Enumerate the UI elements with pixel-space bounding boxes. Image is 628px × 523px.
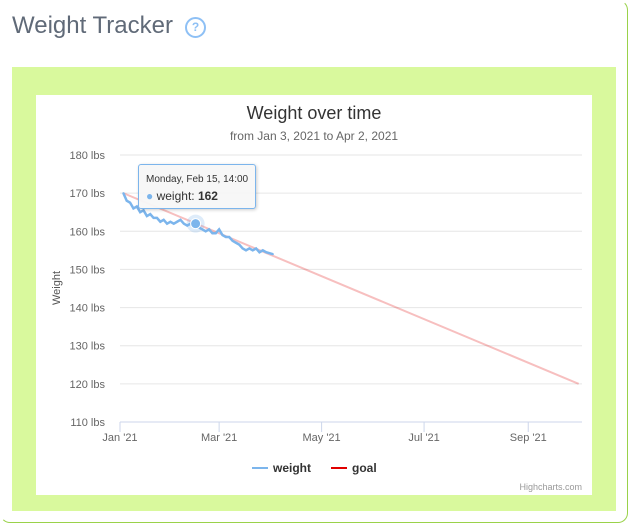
weight-point[interactable] bbox=[186, 224, 189, 227]
page-title: Weight Tracker bbox=[12, 12, 173, 39]
x-tick-label: Jan '21 bbox=[102, 432, 137, 444]
weight-point[interactable] bbox=[204, 230, 207, 233]
weight-point[interactable] bbox=[211, 232, 214, 235]
weight-point[interactable] bbox=[179, 218, 182, 221]
weight-point[interactable] bbox=[149, 213, 152, 216]
weight-point[interactable] bbox=[224, 236, 227, 239]
weight-point[interactable] bbox=[159, 220, 162, 223]
y-tick-label: 170 lbs bbox=[70, 188, 106, 200]
weight-point[interactable] bbox=[201, 228, 204, 231]
weight-point[interactable] bbox=[218, 228, 221, 231]
y-tick-label: 140 lbs bbox=[70, 303, 106, 315]
weight-point[interactable] bbox=[182, 222, 185, 225]
weight-point[interactable] bbox=[265, 251, 268, 254]
weight-point[interactable] bbox=[214, 232, 217, 235]
x-tick-label: Jul '21 bbox=[408, 432, 439, 444]
legend-goal[interactable]: goal bbox=[352, 461, 377, 475]
y-tick-label: 160 lbs bbox=[70, 226, 106, 238]
weight-point[interactable] bbox=[261, 249, 264, 252]
weight-point[interactable] bbox=[208, 228, 211, 231]
tooltip-date: Monday, Feb 15, 14:00 bbox=[146, 174, 249, 185]
chart-container bbox=[36, 95, 592, 495]
weight-point[interactable] bbox=[241, 247, 244, 250]
weight-point[interactable] bbox=[135, 205, 138, 208]
y-tick-label: 130 lbs bbox=[70, 341, 106, 353]
help-icon[interactable]: ? bbox=[185, 17, 206, 38]
weight-point[interactable] bbox=[245, 249, 247, 252]
hover-point[interactable] bbox=[190, 218, 202, 230]
tooltip-value: ● weight: 162 bbox=[146, 189, 218, 203]
weight-point[interactable] bbox=[258, 251, 261, 254]
x-tick-label: Sep '21 bbox=[510, 432, 547, 444]
legend-weight[interactable]: weight bbox=[272, 461, 311, 475]
weight-point[interactable] bbox=[255, 247, 258, 250]
weight-point[interactable] bbox=[145, 215, 148, 218]
chart-title: Weight over time bbox=[247, 103, 382, 123]
weight-point[interactable] bbox=[221, 234, 224, 237]
weight-point[interactable] bbox=[162, 218, 165, 221]
weight-point[interactable] bbox=[152, 216, 155, 219]
chart-subtitle: from Jan 3, 2021 to Apr 2, 2021 bbox=[230, 129, 398, 143]
weight-point[interactable] bbox=[139, 211, 142, 214]
weight-point[interactable] bbox=[122, 192, 125, 195]
legend: weight goal bbox=[252, 461, 377, 475]
weight-point[interactable] bbox=[166, 222, 169, 225]
weight-point[interactable] bbox=[132, 207, 135, 210]
tooltip: Monday, Feb 15, 14:00 ● weight: 162 bbox=[138, 164, 256, 209]
weight-point[interactable] bbox=[271, 253, 274, 256]
weight-point[interactable] bbox=[234, 241, 237, 244]
weight-point[interactable] bbox=[142, 209, 145, 212]
x-tick-label: Mar '21 bbox=[201, 432, 237, 444]
weight-point[interactable] bbox=[238, 243, 241, 246]
weight-point[interactable] bbox=[231, 239, 234, 242]
weight-point[interactable] bbox=[228, 236, 231, 239]
weight-point[interactable] bbox=[251, 249, 254, 252]
y-tick-label: 180 lbs bbox=[70, 150, 106, 162]
weight-point[interactable] bbox=[155, 216, 158, 219]
weight-point[interactable] bbox=[172, 222, 175, 225]
credits[interactable]: Highcharts.com bbox=[519, 482, 582, 492]
weight-point[interactable] bbox=[125, 199, 128, 202]
y-tick-label: 110 lbs bbox=[70, 417, 105, 429]
weight-point[interactable] bbox=[176, 220, 179, 223]
weight-point[interactable] bbox=[248, 247, 251, 250]
weight-point[interactable] bbox=[129, 201, 132, 204]
weight-point[interactable] bbox=[169, 220, 172, 223]
x-tick-label: May '21 bbox=[303, 432, 341, 444]
y-tick-label: 150 lbs bbox=[70, 264, 106, 276]
y-axis-label: Weight bbox=[51, 271, 63, 305]
y-tick-label: 120 lbs bbox=[70, 379, 106, 391]
